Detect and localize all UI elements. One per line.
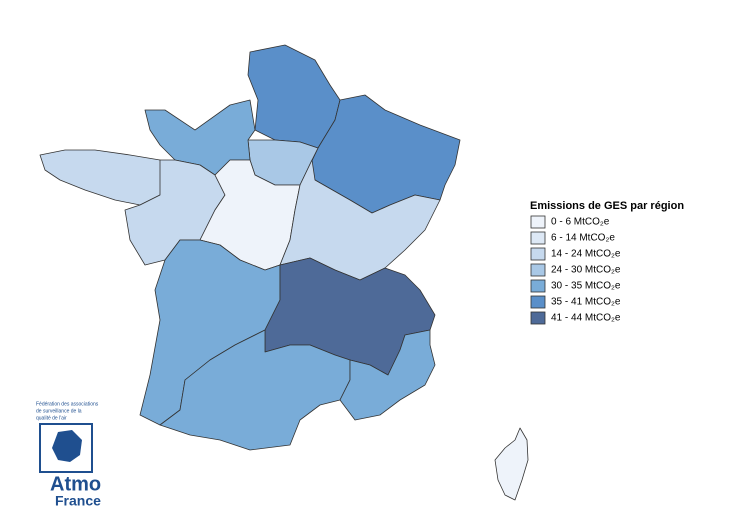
- region: [39, 149, 166, 206]
- region: [247, 44, 341, 149]
- region: [494, 427, 529, 501]
- logo-frame: [39, 423, 93, 473]
- logo-country: France: [55, 493, 101, 509]
- legend: Emissions de GES par région 0 - 6 MtCO₂e…: [530, 200, 684, 325]
- region: [159, 329, 351, 451]
- legend-label: 0 - 6 MtCO₂e: [551, 217, 610, 228]
- legend-swatch: [530, 231, 546, 245]
- legend-label: 24 - 30 MtCO₂e: [551, 265, 621, 276]
- legend-label: 30 - 35 MtCO₂e: [551, 281, 621, 292]
- region: [339, 329, 436, 421]
- logo-text: de surveillance de la: [36, 408, 82, 414]
- france-map: [39, 44, 529, 501]
- logo-text: Fédération des associations: [36, 401, 99, 407]
- legend-label: 41 - 44 MtCO₂e: [551, 313, 621, 324]
- legend-swatch: [530, 263, 546, 277]
- legend-title: Emissions de GES par région: [530, 200, 684, 212]
- legend-label: 6 - 14 MtCO₂e: [551, 233, 615, 244]
- legend-label: 14 - 24 MtCO₂e: [551, 249, 621, 260]
- legend-swatch: [530, 279, 546, 293]
- logo-shape: [52, 430, 82, 462]
- legend-swatch: [530, 311, 546, 325]
- logo-text: qualité de l'air: [36, 415, 67, 421]
- legend-swatch: [530, 247, 546, 261]
- logo-name: Atmo: [50, 473, 101, 495]
- legend-label: 35 - 41 MtCO₂e: [551, 297, 621, 308]
- region: [279, 159, 441, 281]
- logo: Fédération des associations de surveilla…: [36, 401, 101, 508]
- legend-swatch: [530, 215, 546, 229]
- legend-swatch: [530, 295, 546, 309]
